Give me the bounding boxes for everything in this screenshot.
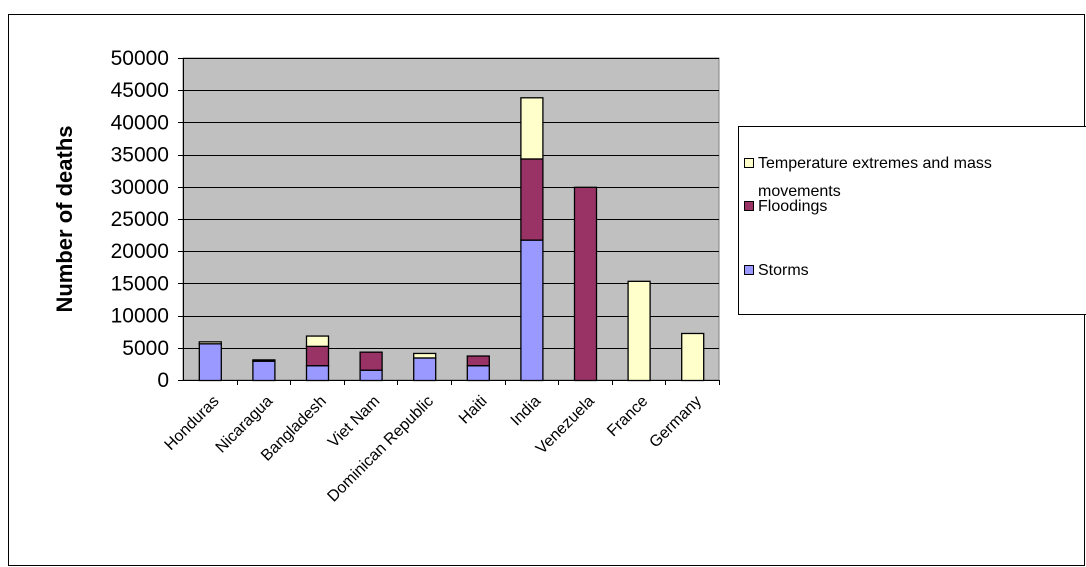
bar-floodings-india: [520, 158, 544, 241]
legend: Temperature extremes and mass movements …: [738, 126, 1086, 315]
bar-temperature-dominican-republic: [413, 352, 437, 359]
y-tick-label: 35000: [111, 144, 169, 167]
bar-storms-india: [520, 239, 544, 382]
y-tick-label: 10000: [111, 305, 169, 328]
bar-floodings-haiti: [466, 355, 490, 367]
y-tick-label: 0: [157, 369, 169, 392]
bar-temperature-germany: [681, 332, 705, 382]
bar-temperature-honduras: [198, 341, 222, 345]
bar-floodings-venezuela: [573, 186, 598, 382]
axes: [178, 58, 720, 385]
legend-swatch-temperature: [744, 158, 754, 168]
bar-storms-haiti: [466, 365, 490, 382]
y-tick-label: 20000: [111, 240, 169, 263]
legend-label-storms: Storms: [758, 262, 809, 279]
bar-floodings-viet-nam: [359, 351, 383, 371]
y-tick-label: 40000: [111, 111, 169, 134]
bar-storms-honduras: [198, 343, 222, 382]
y-tick-label: 25000: [111, 208, 169, 231]
bar-temperature-nicaragua: [252, 359, 276, 362]
legend-label-temperature: Temperature extremes and mass: [758, 155, 992, 172]
bar-storms-viet-nam: [359, 369, 383, 382]
bar-storms-bangladesh: [305, 365, 330, 382]
y-tick-label: 5000: [122, 337, 169, 360]
y-tick-label: 15000: [111, 272, 169, 295]
legend-swatch-storms: [744, 265, 754, 275]
bar-storms-dominican-republic: [413, 357, 437, 382]
legend-box: [738, 126, 1086, 315]
y-tick-label: 30000: [111, 176, 169, 199]
y-axis-label: Number of deaths: [52, 125, 77, 312]
bar-storms-nicaragua: [252, 360, 276, 382]
y-tick-label: 50000: [111, 47, 169, 70]
y-tick-label: 45000: [111, 79, 169, 102]
bar-floodings-bangladesh: [305, 345, 330, 367]
bar-temperature-bangladesh: [305, 335, 330, 348]
bar-series-group: [198, 97, 705, 382]
bar-temperature-france: [627, 280, 651, 382]
bar-temperature-india: [520, 97, 544, 160]
legend-swatch-floodings: [744, 201, 754, 211]
legend-label-floodings: Floodings: [758, 198, 827, 215]
legend-label-temperature-line2: movements: [758, 183, 841, 200]
y-tick-labels: 0 5000 10000 15000 20000 25000 30000 35000 40000…: [111, 47, 169, 392]
gridlines: [183, 58, 719, 349]
